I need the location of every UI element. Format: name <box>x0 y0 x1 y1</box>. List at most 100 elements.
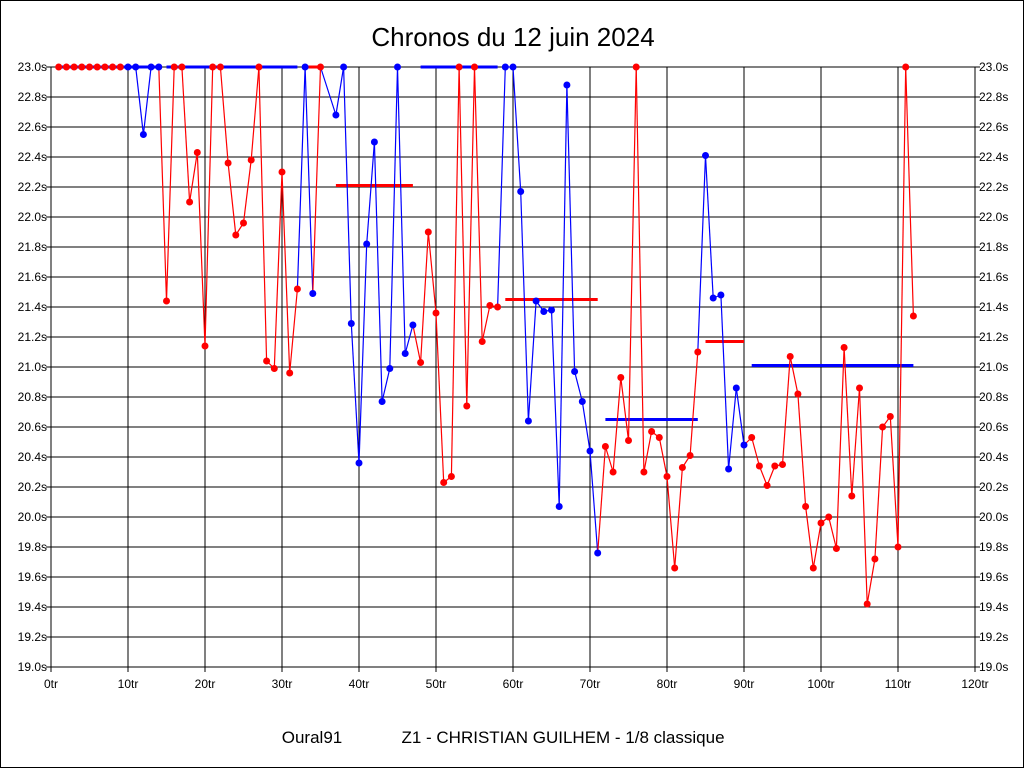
lap-time-point <box>347 320 355 327</box>
lap-time-point <box>894 543 902 551</box>
lap-time-point <box>879 423 887 431</box>
lap-time-point <box>394 63 401 71</box>
lap-time-point <box>802 503 810 510</box>
lap-time-point <box>763 482 771 489</box>
lap-time-point <box>786 353 794 360</box>
lap-time-point <box>463 402 471 410</box>
lap-time-segment <box>319 66 337 116</box>
chart-title: Chronos du 12 juin 2024 <box>371 22 654 52</box>
lap-time-segment <box>404 324 414 354</box>
lap-time-segment <box>335 66 345 116</box>
y-tick-label-right: 21.8s <box>979 240 1008 254</box>
lap-time-point <box>755 462 763 470</box>
lap-time-point <box>309 290 317 297</box>
y-tick-label-right: 19.4s <box>979 600 1008 614</box>
lap-time-point <box>902 63 910 71</box>
lap-time-segment <box>273 171 283 369</box>
lap-time-segment <box>889 416 899 548</box>
lap-time-point <box>317 63 324 71</box>
y-tick-label-right: 22.8s <box>979 90 1008 104</box>
y-tick-label: 22.2s <box>18 180 47 194</box>
y-tick-label: 22.0s <box>18 210 47 224</box>
lap-time-point <box>886 413 894 420</box>
lap-time-segment <box>689 351 699 456</box>
lap-time-point <box>702 152 709 159</box>
lap-time-point <box>732 384 740 392</box>
lap-time-point <box>848 492 856 500</box>
x-tick-label: 50tr <box>426 677 447 691</box>
lap-time-segment <box>581 401 591 452</box>
lap-time-segment <box>219 66 229 164</box>
y-tick-label-right: 20.4s <box>979 450 1008 464</box>
lap-time-point <box>871 555 879 563</box>
x-tick-label: 90tr <box>734 677 755 691</box>
lap-time-point <box>232 231 240 239</box>
lap-time-segment <box>281 171 291 374</box>
lap-time-point <box>332 111 340 119</box>
lap-time-point <box>779 461 786 468</box>
lap-time-segment <box>574 371 583 402</box>
lap-time-point <box>78 63 86 71</box>
lap-time-point <box>709 294 717 302</box>
lap-time-point <box>863 600 871 608</box>
lap-time-segment <box>589 450 599 554</box>
lap-time-point <box>201 342 209 350</box>
y-tick-label-right: 20.2s <box>979 480 1008 494</box>
y-tick-label-right: 20.6s <box>979 420 1008 434</box>
lap-time-point <box>501 63 509 71</box>
lap-time-point <box>132 63 140 71</box>
lap-time-point <box>640 468 648 476</box>
lap-time-segment <box>466 66 476 407</box>
footer-driver: Z1 - CHRISTIAN GUILHEM - 1/8 classique <box>401 728 724 747</box>
lap-time-point <box>671 564 679 572</box>
y-tick-label-right: 22.4s <box>979 150 1008 164</box>
lap-time-segment <box>242 159 252 224</box>
lap-time-point <box>540 308 548 315</box>
lap-time-point <box>401 350 409 357</box>
lap-time-segment <box>828 516 837 549</box>
y-tick-label: 21.0s <box>18 360 47 374</box>
x-tick-label: 40tr <box>349 677 370 691</box>
lap-time-segment <box>435 312 445 483</box>
lap-time-point <box>417 359 425 366</box>
lap-time-point <box>440 479 448 486</box>
lap-time-point <box>578 398 586 405</box>
lap-time-point <box>609 468 617 476</box>
lap-time-point <box>494 303 502 311</box>
x-tick-label: 120tr <box>961 677 988 691</box>
lap-time-segment <box>512 66 522 192</box>
lap-time-point <box>278 168 286 176</box>
x-tick-label: 110tr <box>885 677 911 691</box>
lap-time-point <box>771 462 779 470</box>
y-tick-label: 22.4s <box>18 150 47 164</box>
lap-time-point <box>632 63 640 71</box>
lap-time-point <box>101 63 109 71</box>
y-tick-label-right: 19.6s <box>979 570 1008 584</box>
lap-time-point <box>486 302 494 309</box>
lap-time-point <box>678 464 686 471</box>
lap-time-segment <box>866 558 876 605</box>
lap-time-segment <box>658 437 668 477</box>
lap-time-segment <box>520 191 529 422</box>
y-tick-label-right: 20.0s <box>979 510 1008 524</box>
lap-time-point <box>286 369 294 377</box>
lap-time-point <box>240 219 247 227</box>
lap-time-segment <box>704 155 714 299</box>
lap-time-point <box>124 63 132 71</box>
lap-time-segment <box>165 66 175 302</box>
lap-time-point <box>625 437 632 444</box>
lap-time-segment <box>797 393 807 507</box>
lap-time-segment <box>843 347 853 497</box>
lap-time-segment <box>612 377 622 473</box>
y-tick-label: 20.0s <box>18 510 47 524</box>
y-tick-label: 20.8s <box>18 390 47 404</box>
lap-time-point <box>224 159 232 167</box>
y-tick-label-right: 21.6s <box>979 270 1008 284</box>
lap-time-segment <box>312 66 322 294</box>
lap-time-point <box>825 513 833 521</box>
lap-time-point <box>617 374 625 381</box>
lap-time-segment <box>412 324 422 363</box>
lap-time-segment <box>897 66 907 548</box>
lap-time-segment <box>720 294 730 470</box>
